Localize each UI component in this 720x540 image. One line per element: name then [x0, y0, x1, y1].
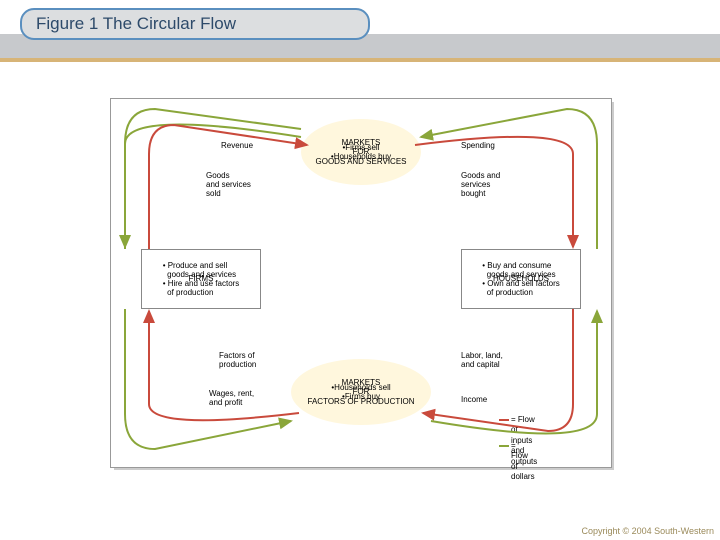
- top-market-ellipse: MARKETSFORGOODS AND SERVICES•Firms sell•…: [301, 119, 421, 185]
- label-revenue: Revenue: [221, 141, 253, 150]
- label-goods-bought: Goods andservicesbought: [461, 171, 500, 198]
- figure-title-text: Figure 1 The Circular Flow: [36, 14, 236, 34]
- bottom-market-ellipse: MARKETSFORFACTORS OF PRODUCTION•Househol…: [291, 359, 431, 425]
- firms-box: FIRMS• Produce and sell goods and servic…: [141, 249, 261, 309]
- label-factors: Factors ofproduction: [219, 351, 256, 369]
- legend-red-swatch: [499, 419, 509, 421]
- label-wages: Wages, rent,and profit: [209, 389, 254, 407]
- label-spending: Spending: [461, 141, 495, 150]
- copyright-text: Copyright © 2004 South-Western: [581, 526, 714, 536]
- households-box: HOUSEHOLDS• Buy and consume goods and se…: [461, 249, 581, 309]
- label-income: Income: [461, 395, 487, 404]
- diagram-canvas: MARKETSFORGOODS AND SERVICES•Firms sell•…: [110, 98, 612, 468]
- header-accent: [0, 58, 720, 62]
- figure-title: Figure 1 The Circular Flow: [20, 8, 370, 40]
- legend-green-swatch: [499, 445, 509, 447]
- label-labor: Labor, land,and capital: [461, 351, 503, 369]
- label-goods-sold: Goodsand servicessold: [206, 171, 251, 198]
